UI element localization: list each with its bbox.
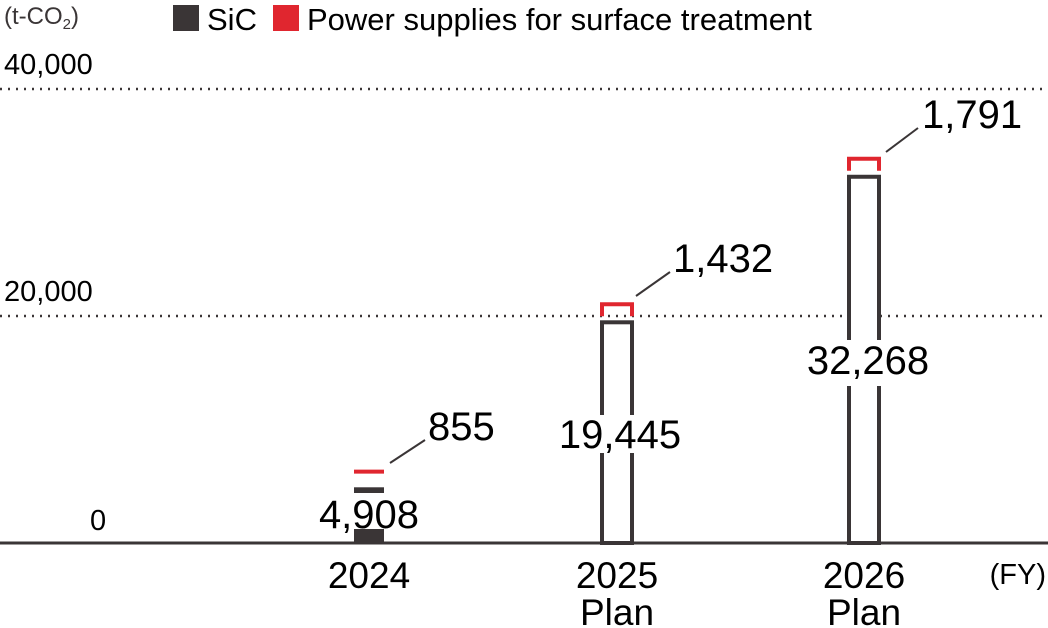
value-label-sic-2024: 4,908 [319, 493, 419, 537]
x-tick-labels: 2024 2025 Plan 2026 Plan [328, 555, 905, 628]
y-tick-label-0: 0 [90, 505, 106, 537]
legend-swatch-sic [173, 5, 199, 31]
label-backing-2024 [312, 493, 422, 529]
bar-power-supplies-2026 [847, 156, 881, 171]
x-tick-sublabel-2025: Plan [580, 592, 654, 628]
bars-power-supplies [354, 156, 881, 474]
legend-label-sic: SiC [207, 2, 257, 37]
y-unit-label: (t-CO2) [4, 3, 79, 33]
value-label-power-supplies-2026: 1,791 [922, 93, 1022, 137]
label-backing-2026 [798, 340, 938, 386]
label-backing-2025 [552, 415, 688, 453]
legend-label-power-supplies: Power supplies for surface treatment [307, 2, 812, 37]
y-tick-label-40000: 40,000 [4, 49, 93, 81]
value-label-power-supplies-2024: 855 [428, 405, 495, 449]
legend-swatch-power-supplies [273, 5, 299, 31]
sic-value-labels: 4,908 19,445 32,268 [312, 339, 938, 537]
callout-line-2024 [389, 439, 426, 464]
x-unit-label: (FY) [990, 559, 1046, 591]
x-tick-label-2026: 2026 [823, 555, 905, 596]
power-supplies-callouts: 855 1,432 1,791 [389, 93, 1022, 464]
legend: SiC Power supplies for surface treatment [173, 2, 812, 37]
callout-line-2025 [635, 271, 671, 297]
value-label-sic-2025: 19,445 [559, 413, 681, 457]
y-tick-label-20000: 20,000 [4, 276, 93, 308]
callout-line-2026 [885, 127, 919, 153]
value-label-sic-2026: 32,268 [807, 339, 929, 383]
x-tick-label-2025: 2025 [576, 555, 658, 596]
value-label-power-supplies-2025: 1,432 [673, 237, 773, 281]
x-tick-sublabel-2026: Plan [827, 592, 901, 628]
bar-power-supplies-2025 [600, 302, 634, 317]
x-tick-label-2024: 2024 [328, 555, 410, 596]
